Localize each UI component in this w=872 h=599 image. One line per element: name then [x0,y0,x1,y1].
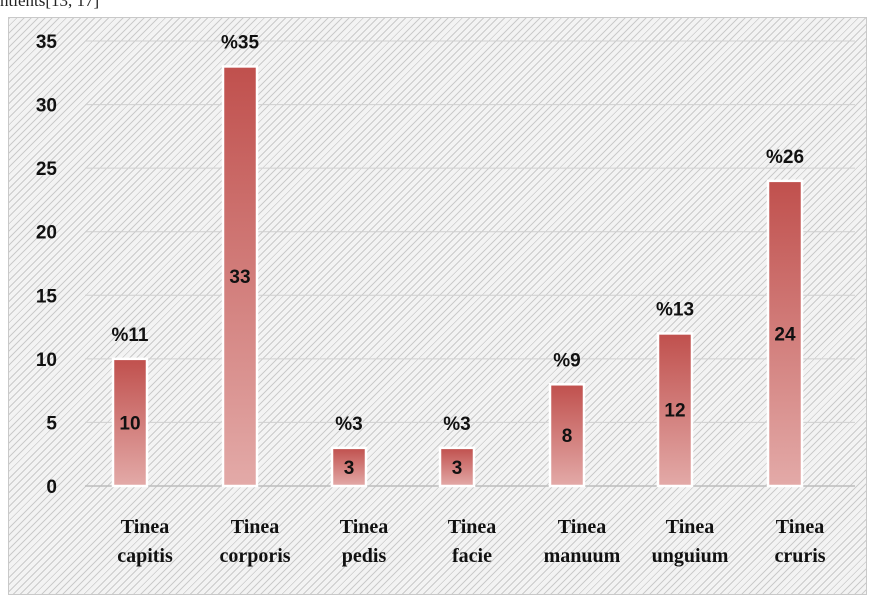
bars [111,65,804,488]
y-tick-label: 0 [46,477,57,498]
bar-value-label: 3 [344,458,355,479]
y-axis-ticks: 0 5 10 15 20 25 30 35 [36,32,58,498]
bar-value-label: 8 [562,426,573,447]
gridlines [85,40,855,487]
bar-value-label: 33 [229,267,250,288]
x-category-label: capitis [117,545,173,567]
x-category-label: unguium [652,545,729,567]
bar-value-label: 24 [774,324,796,345]
bar [438,446,476,488]
x-category-label: facie [452,545,492,567]
bar-percent-label: %3 [335,414,362,435]
y-tick-label: 35 [36,32,58,53]
bar-percent-label: %9 [553,350,580,371]
bar-percent-label: %3 [443,414,470,435]
x-axis-categories: Tinea capitis Tinea corporis Tinea pedis Tinea… [117,516,826,567]
bar-value-label: 3 [452,458,463,479]
y-tick-label: 10 [36,350,57,371]
bar-percent-label: %11 [112,325,149,346]
bar-value-label: 10 [119,413,140,434]
bar-percent-label: %13 [656,299,694,320]
x-category-label: Tinea [666,516,715,538]
bar [766,179,804,488]
bar-percent-label: %35 [221,32,259,53]
x-category-label: cruris [774,545,825,567]
x-category-label: Tinea [776,516,825,538]
chart-frame [8,17,867,595]
x-category-label: corporis [219,545,290,567]
bar [221,65,259,488]
bar [111,357,149,488]
y-tick-label: 30 [36,96,57,117]
bar-percent-label: %26 [766,147,804,168]
x-category-label: Tinea [340,516,389,538]
y-tick-label: 20 [36,223,57,244]
x-category-label: Tinea [558,516,607,538]
y-tick-label: 5 [46,413,57,434]
bar [330,446,368,488]
x-category-label: Tinea [448,516,497,538]
data-labels: 10 %11 33 %35 3 %3 3 %3 8 %9 12 %13 24 %26 [112,32,805,479]
bar [656,332,694,488]
bar [548,383,586,488]
header-text-fragment: ntients[13, 17] [0,0,100,10]
bar-value-label: 12 [664,401,685,422]
x-category-label: Tinea [231,516,280,538]
y-tick-label: 25 [36,159,58,180]
x-category-label: manuum [544,545,621,567]
y-tick-label: 15 [36,286,58,307]
x-category-label: Tinea [121,516,170,538]
x-category-label: pedis [342,545,387,567]
